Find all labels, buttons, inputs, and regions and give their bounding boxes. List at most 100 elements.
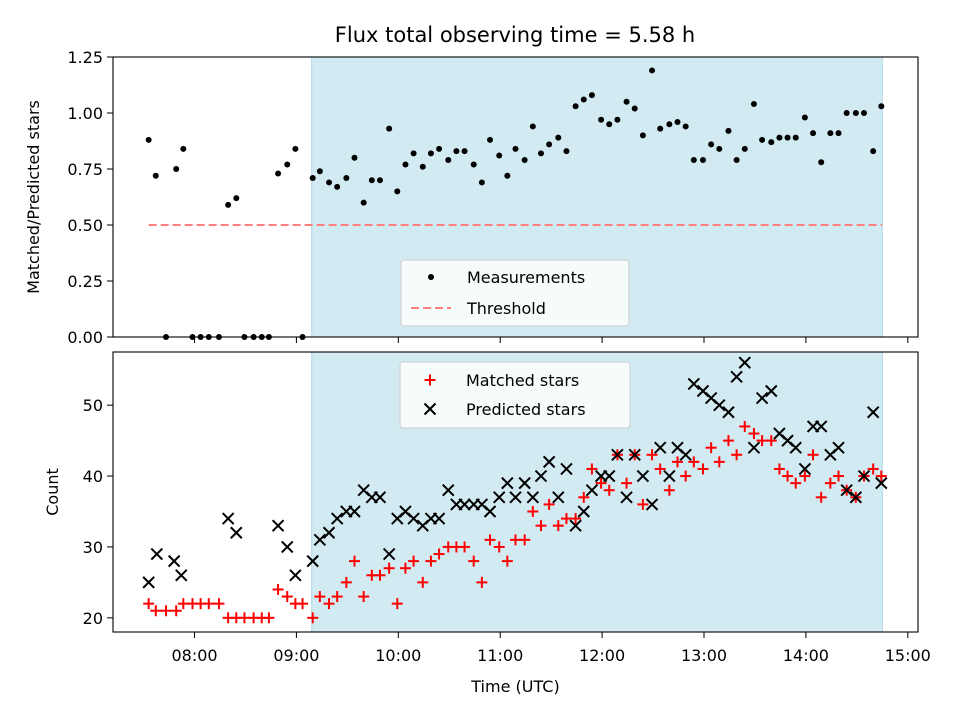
matched-star-point [399, 562, 411, 574]
predicted-star-point [585, 484, 599, 497]
predicted-star-point [348, 505, 361, 518]
measurement-point [360, 199, 367, 206]
measurement-point [275, 170, 282, 177]
predicted-star-point [432, 512, 446, 525]
predicted-star-point [722, 406, 735, 419]
count-axis-ticks: 20 30 40 50 08:00 09:00 10:00 11:00 12:00 13:00 14… [83, 396, 931, 665]
predicted-star-point [483, 505, 497, 518]
matched-star-point [663, 484, 675, 496]
predicted-star-point [789, 441, 802, 454]
predicted-star-point [501, 476, 514, 490]
measurement-point [606, 121, 613, 128]
y-tick-label: 40 [83, 467, 103, 486]
measurement-point [699, 157, 706, 164]
matched-star-point [519, 534, 531, 546]
predicted-star-point [382, 547, 396, 561]
measurement-point [152, 172, 159, 179]
predicted-star-point [653, 441, 667, 454]
matched-star-point [637, 498, 649, 510]
y-tick-label: 1.00 [67, 104, 103, 123]
measurement-point [334, 183, 341, 190]
ratio-y-axis-label: Matched/Predicted stars [24, 100, 43, 294]
predicted-star-point [814, 420, 828, 433]
matched-star-point [459, 541, 471, 553]
matched-star-point [484, 534, 496, 546]
measurement-point [529, 123, 536, 130]
legend-cross-glyph [423, 402, 437, 416]
predicted-star-point [322, 526, 336, 539]
predicted-star-point [577, 505, 590, 518]
matched-star-point [263, 612, 275, 624]
matched-star-point [713, 456, 725, 468]
matched-star-point [621, 477, 633, 489]
measurement-point [563, 148, 570, 155]
measurement-point [478, 179, 485, 186]
count-panel: 20 30 40 50 08:00 09:00 10:00 11:00 12:00 13:00 14… [43, 351, 931, 696]
measurement-point [666, 121, 673, 128]
measurement-point [818, 159, 825, 166]
measurement-point [716, 145, 723, 152]
predicted-star-point [569, 519, 582, 532]
y-tick-label: 20 [83, 609, 103, 628]
predicted-star-point [611, 448, 624, 461]
matched-star-point [782, 470, 794, 482]
x-tick-label: 14:00 [783, 646, 829, 665]
x-tick-label: 09:00 [273, 646, 319, 665]
measurement-point [470, 161, 477, 168]
x-tick-label: 15:00 [885, 646, 931, 665]
predicted-star-point [221, 512, 235, 525]
measurement-point [580, 96, 587, 103]
matched-star-point [739, 420, 751, 432]
ratio-panel: 0.00 0.25 0.50 0.75 1.00 1.25 Matched/Predict… [24, 48, 919, 347]
predicted-star-point [849, 491, 863, 504]
measurement-point [461, 148, 468, 155]
predicted-star-point [755, 391, 769, 405]
measurement-point [827, 130, 834, 137]
measurement-point [614, 116, 621, 123]
matched-star-point [425, 555, 437, 567]
predicted-star-point [458, 498, 471, 511]
predicted-star-point [636, 469, 650, 483]
measurement-point [343, 174, 350, 181]
measurement-point [233, 195, 240, 202]
measurement-point [410, 150, 417, 157]
matched-star-point [603, 484, 615, 496]
predicted-star-point [526, 491, 540, 504]
predicted-star-point [509, 491, 522, 504]
matched-star-point [150, 605, 162, 617]
measurement-point [521, 157, 528, 164]
measurement-point [487, 136, 494, 143]
measurement-point [326, 179, 333, 186]
measurement-point [649, 67, 656, 74]
matched-star-point [307, 612, 319, 624]
measurement-point [145, 136, 152, 143]
matched-star-point [323, 598, 335, 610]
matched-star-point [510, 534, 521, 546]
predicted-star-point [875, 476, 888, 490]
predicted-star-point [534, 469, 548, 483]
predicted-star-point [730, 370, 743, 384]
matched-star-point [570, 513, 582, 525]
matched-star-point [535, 520, 547, 532]
predicted-star-point [560, 462, 573, 476]
y-tick-label: 30 [83, 538, 103, 557]
predicted-star-point [628, 448, 641, 461]
matched-star-point [560, 513, 572, 525]
matched-star-point [773, 463, 785, 475]
measurement-point [690, 157, 697, 164]
predicted-star-point [687, 377, 701, 391]
matched-star-point [160, 605, 172, 617]
matched-star-point [177, 598, 189, 610]
measurement-point [225, 201, 232, 208]
legend-plus-glyph [424, 374, 436, 386]
chart-title: Flux total observing time = 5.58 h [335, 23, 695, 47]
measurement-point [376, 177, 383, 184]
matched-star-point [213, 598, 225, 610]
matched-star-point [646, 449, 658, 461]
matched-star-point [272, 583, 284, 595]
legend-matched-marker [424, 374, 436, 386]
x-tick-label: 10:00 [375, 646, 421, 665]
legend-measurements-marker [428, 274, 434, 280]
measurement-point [588, 92, 595, 99]
measurement-point [598, 116, 605, 123]
